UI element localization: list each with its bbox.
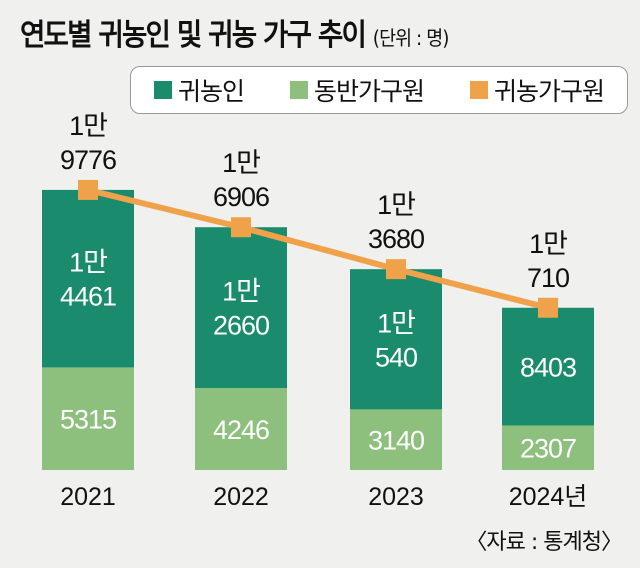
data-label-farmers: 4461 xyxy=(60,282,116,312)
data-label-households: 710 xyxy=(527,263,569,293)
bar-family xyxy=(350,409,442,470)
data-label-farmers: 8403 xyxy=(520,353,576,383)
legend-label: 귀농인 xyxy=(177,77,245,106)
x-tick-label: 2023 xyxy=(368,483,424,511)
bar-farmers xyxy=(42,189,134,368)
point-households xyxy=(538,297,558,318)
legend: 귀농인 동반가구원 귀농가구원 xyxy=(130,66,628,114)
data-label-farmers: 1만 xyxy=(222,277,260,307)
legend-item-family: 동반가구원 xyxy=(289,72,425,108)
legend-item-farmers: 귀농인 xyxy=(153,72,245,108)
unit-label: (단위 : 명) xyxy=(372,26,450,50)
x-tick-label: 2021 xyxy=(60,483,116,511)
bar-family xyxy=(502,425,594,470)
data-label-households: 1만 xyxy=(222,148,260,178)
x-tick-label: 2024년 xyxy=(509,483,588,511)
legend-swatch xyxy=(289,81,308,99)
bar-farmers xyxy=(350,269,442,410)
data-label-households: 1만 xyxy=(69,111,107,141)
data-label-family: 5315 xyxy=(60,405,116,435)
data-label-households: 6906 xyxy=(213,182,269,212)
line-households xyxy=(87,186,549,311)
legend-swatch xyxy=(469,81,488,99)
data-label-family: 2307 xyxy=(520,434,576,464)
legend-label: 동반가구원 xyxy=(313,77,425,106)
data-label-family: 4246 xyxy=(213,415,269,445)
chart-title: 연도별 귀농인 및 귀농 가구 추이 (단위 : 명) xyxy=(20,18,450,53)
data-label-farmers: 2660 xyxy=(213,311,269,341)
point-households xyxy=(78,179,98,200)
data-label-farmers: 1만 xyxy=(69,248,107,278)
x-tick-label: 2022 xyxy=(213,483,269,511)
data-label-family: 3140 xyxy=(368,426,424,456)
legend-label: 귀농가구원 xyxy=(493,77,605,106)
data-label-farmers: 540 xyxy=(375,342,417,372)
data-label-households: 9776 xyxy=(60,145,116,175)
source-note: 〈자료 : 통계청〉 xyxy=(465,530,623,555)
legend-swatch xyxy=(153,81,172,99)
bar-farmers xyxy=(195,227,287,389)
point-households xyxy=(386,259,406,280)
point-households xyxy=(231,217,251,238)
data-label-households: 1만 xyxy=(377,190,415,220)
data-label-farmers: 1만 xyxy=(377,308,415,338)
bar-family xyxy=(42,367,134,470)
bar-farmers xyxy=(502,307,594,426)
legend-item-households: 귀농가구원 xyxy=(469,72,605,108)
bar-family xyxy=(195,388,287,470)
data-label-households: 3680 xyxy=(368,224,424,254)
data-label-households: 1만 xyxy=(529,229,567,259)
